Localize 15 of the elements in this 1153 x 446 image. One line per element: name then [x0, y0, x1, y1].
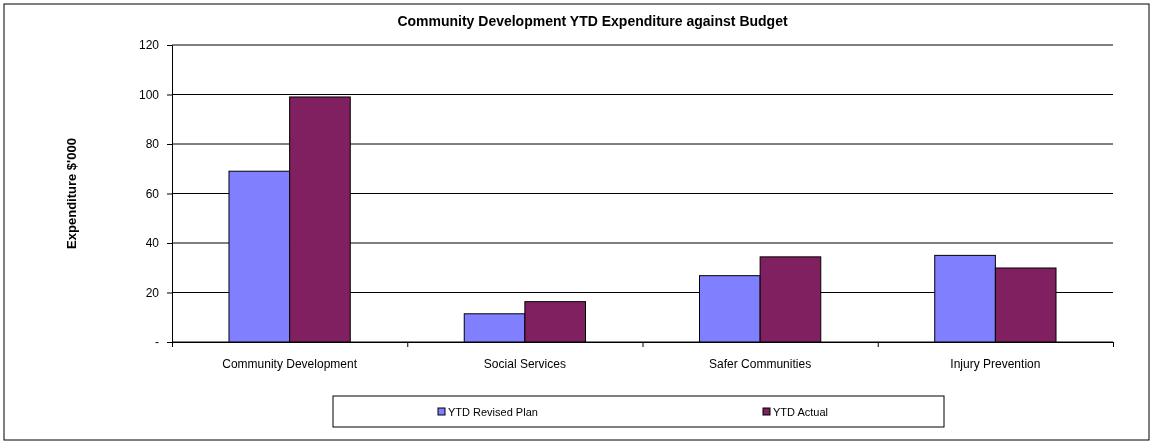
legend-label: YTD Actual [773, 406, 829, 418]
x-tick-label: Social Services [483, 357, 566, 371]
legend-label: YTD Revised Plan [448, 406, 538, 418]
y-axis-title: Expenditure $'000 [64, 138, 79, 249]
y-tick-label: 60 [145, 186, 160, 201]
y-tick-label: 100 [138, 87, 160, 102]
x-tick-label: Safer Communities [709, 357, 812, 371]
x-tick-label: Community Development [222, 357, 358, 371]
y-tick-label: 120 [138, 38, 160, 53]
y-tick-label: 40 [145, 236, 160, 251]
y-tick-label: 80 [145, 137, 160, 152]
y-tick-label: 20 [145, 285, 160, 300]
y-tick-label: - [155, 335, 159, 350]
chart-title: Community Development YTD Expenditure against Budget [397, 13, 788, 29]
x-tick-label: Injury Prevention [950, 357, 1041, 371]
